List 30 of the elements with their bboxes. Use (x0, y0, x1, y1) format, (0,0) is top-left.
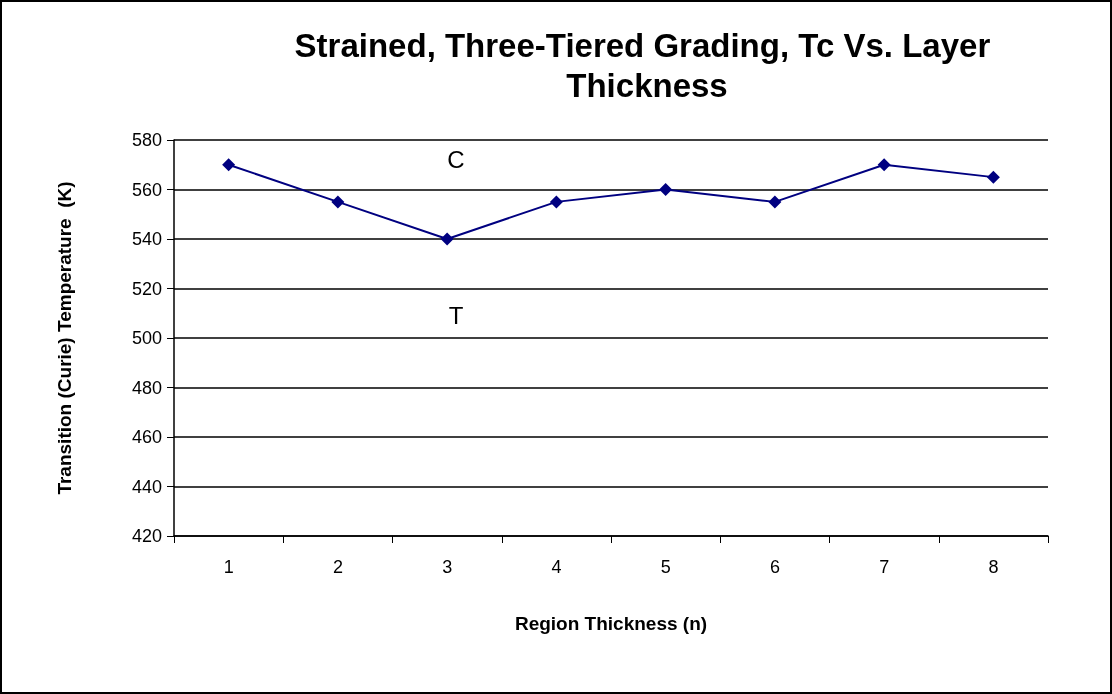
y-axis-title: Transition (Curie) Temperature (K) (54, 181, 75, 495)
x-tick-label: 8 (988, 557, 999, 577)
point (877, 158, 891, 172)
x-axis-title: Region Thickness (n) (514, 613, 708, 634)
y-tick-label: 440 (131, 476, 162, 497)
x-tick-label: 2 (332, 557, 343, 577)
x-tick-label: 1 (223, 557, 234, 577)
x-tick-label: 6 (769, 557, 780, 577)
chart-title: Strained, Three-Tiered Grading, Tc Vs. Layer Thickness (294, 26, 1000, 104)
x-tick-label: 5 (660, 557, 671, 577)
y-tick-label: 520 (131, 278, 162, 299)
y-tick-label: 420 (131, 526, 162, 546)
y-tick-label: 500 (131, 328, 162, 348)
point (768, 195, 782, 209)
point (659, 183, 673, 196)
point (331, 195, 345, 209)
x-tick-label: 3 (442, 557, 453, 577)
annotation: C (447, 145, 465, 173)
point (986, 170, 1000, 184)
y-tick-label: 540 (131, 229, 162, 249)
point (222, 158, 236, 172)
x-tick-label: 7 (879, 557, 890, 577)
y-tick-label: 580 (131, 130, 162, 150)
annotation: T (448, 301, 464, 329)
y-tick-label: 460 (131, 427, 162, 447)
point (549, 195, 563, 209)
point (440, 232, 454, 246)
x-tick-label: 4 (551, 557, 562, 577)
y-tick-label: 560 (131, 179, 162, 200)
y-tick-label: 480 (131, 377, 162, 398)
